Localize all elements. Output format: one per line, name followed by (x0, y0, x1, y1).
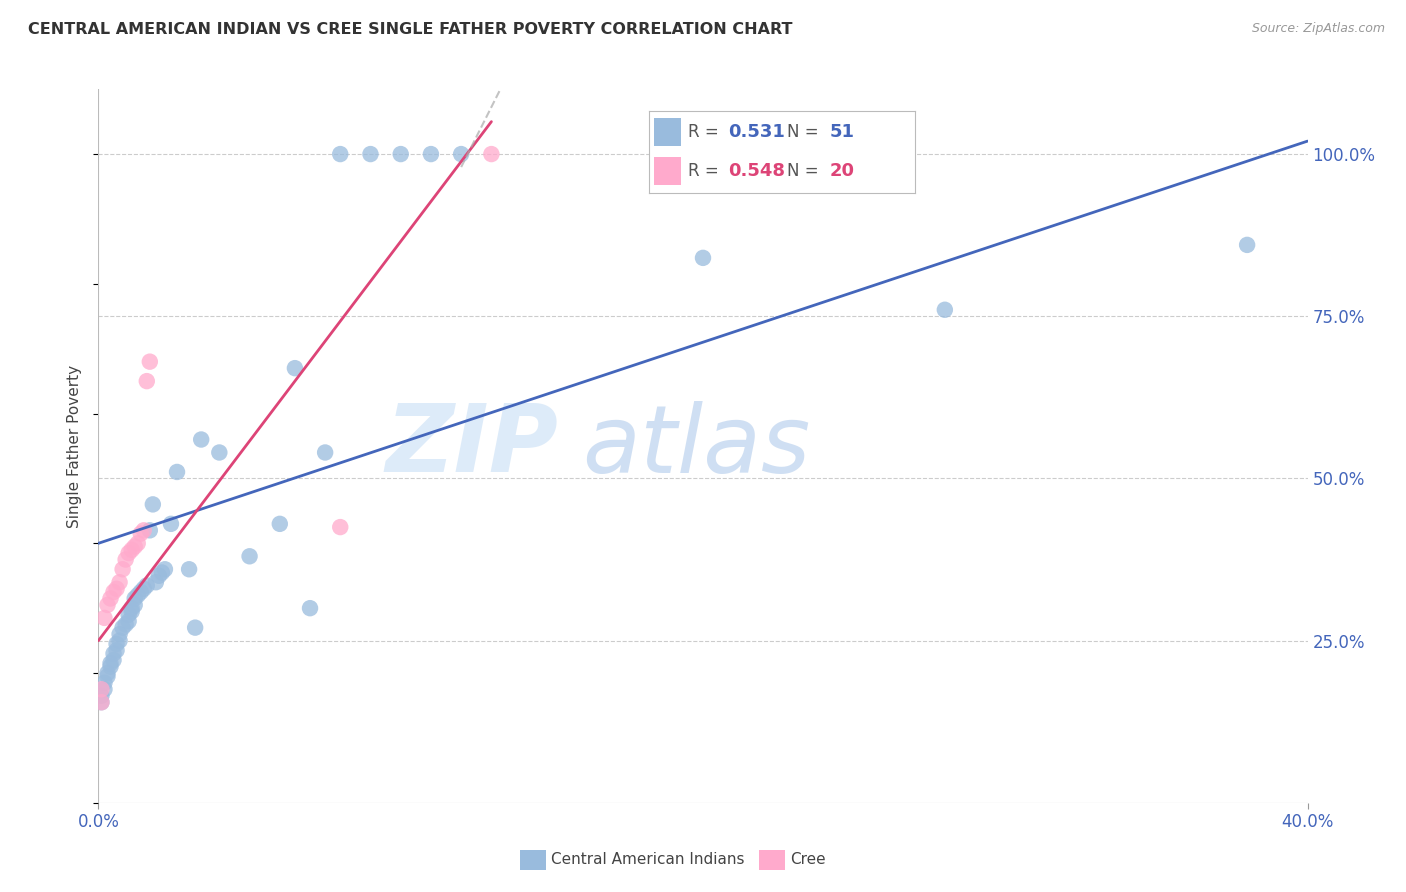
Point (314, 445, 336, 459)
Point (93, 682, 115, 697)
Point (132, 582, 155, 596)
Point (100, 659, 122, 673)
Point (160, 516, 183, 531)
Point (108, 575, 131, 590)
Point (103, 653, 125, 667)
Point (934, 302, 956, 317)
Point (90, 689, 112, 703)
Point (148, 568, 170, 582)
Point (179, 562, 201, 576)
Point (121, 601, 143, 615)
Point (105, 637, 128, 651)
Point (132, 524, 155, 538)
Point (93, 611, 115, 625)
Point (96, 669, 118, 683)
Point (103, 647, 125, 661)
Point (1236, 238, 1258, 252)
Text: atlas: atlas (582, 401, 810, 491)
Text: Source: ZipAtlas.com: Source: ZipAtlas.com (1251, 22, 1385, 36)
Point (150, 566, 173, 580)
Point (108, 627, 131, 641)
Y-axis label: Single Father Poverty: Single Father Poverty (67, 365, 83, 527)
Point (450, 147, 472, 161)
Point (284, 361, 307, 376)
Text: Central American Indians: Central American Indians (551, 853, 745, 867)
Point (118, 607, 141, 622)
Point (105, 643, 128, 657)
Point (129, 526, 152, 541)
Point (121, 604, 143, 618)
Point (692, 251, 714, 265)
Point (118, 546, 141, 560)
Point (111, 562, 134, 576)
Point (269, 516, 291, 531)
Point (329, 520, 352, 534)
Point (239, 549, 262, 564)
Point (96, 598, 118, 612)
Point (142, 497, 165, 511)
Point (108, 633, 131, 648)
Point (118, 614, 141, 628)
Point (114, 552, 136, 566)
Text: ZIP: ZIP (385, 400, 558, 492)
Point (208, 445, 231, 459)
Point (139, 354, 162, 368)
Point (124, 540, 146, 554)
Point (114, 617, 136, 632)
Point (93, 675, 115, 690)
Point (90, 682, 112, 697)
Point (124, 598, 146, 612)
Point (329, 147, 352, 161)
Point (100, 591, 122, 606)
Point (124, 591, 146, 606)
Point (103, 585, 125, 599)
Point (96, 666, 118, 681)
Point (127, 536, 149, 550)
Point (105, 582, 128, 596)
Point (481, 147, 503, 161)
Point (153, 562, 176, 576)
Point (135, 374, 157, 388)
Point (166, 465, 188, 479)
Point (420, 147, 443, 161)
Text: CENTRAL AMERICAN INDIAN VS CREE SINGLE FATHER POVERTY CORRELATION CHART: CENTRAL AMERICAN INDIAN VS CREE SINGLE F… (28, 22, 793, 37)
Point (135, 578, 157, 592)
Point (139, 524, 162, 538)
Point (111, 621, 134, 635)
Point (129, 585, 152, 599)
Point (299, 601, 322, 615)
Point (121, 542, 143, 557)
Point (127, 588, 149, 602)
Point (389, 147, 412, 161)
Point (145, 575, 167, 590)
Text: Cree: Cree (790, 853, 825, 867)
Point (90, 695, 112, 709)
Point (100, 657, 122, 671)
Point (190, 433, 212, 447)
Point (90, 695, 112, 709)
Point (360, 147, 382, 161)
Point (184, 621, 207, 635)
